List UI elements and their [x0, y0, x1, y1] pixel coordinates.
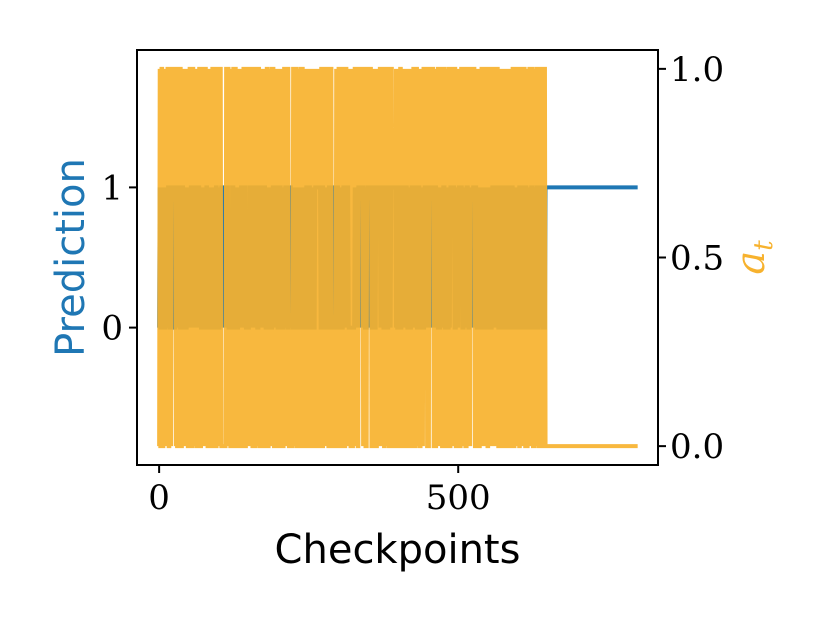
x-axis-label: Checkpoints [275, 527, 521, 573]
y-right-tick-label: 0.0 [670, 427, 724, 467]
y-right-tick-label: 1.0 [670, 50, 724, 90]
y-axis-left-label: Prediction [48, 158, 94, 357]
series-a_t-line [157, 66, 638, 449]
x-tick-label: 0 [148, 478, 170, 518]
y-axis-right-label-subscript: t [749, 240, 779, 251]
y-axis-right-label: at [728, 240, 779, 275]
y-right-tick-label: 0.5 [670, 239, 724, 279]
y-left-tick-label: 0 [101, 309, 123, 349]
x-tick-label: 500 [426, 478, 491, 518]
y-left-tick-label: 1 [101, 168, 123, 208]
ticks: 0 500 0 1 0.0 0.5 1.0 [101, 50, 724, 518]
plot-area [157, 66, 638, 449]
y-axis-right-label-main: a [728, 251, 774, 275]
